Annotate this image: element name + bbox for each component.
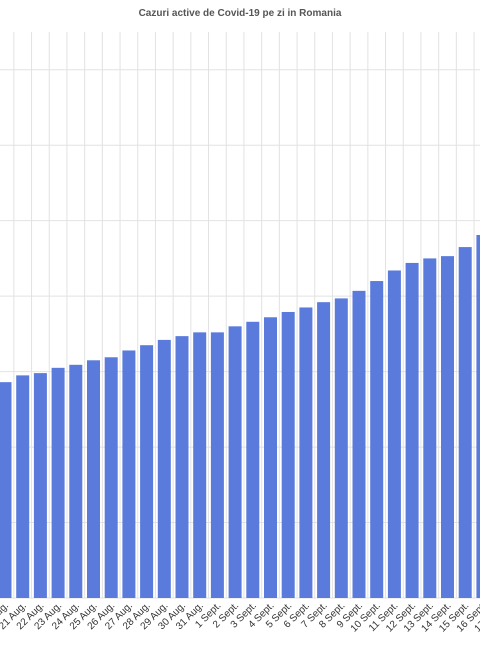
bar <box>175 336 189 598</box>
bar <box>193 332 207 598</box>
bar <box>387 270 401 598</box>
bar <box>458 247 472 598</box>
bar <box>157 339 171 598</box>
bar <box>334 298 348 598</box>
bar <box>16 375 30 598</box>
bar <box>87 360 100 598</box>
bar <box>210 332 224 598</box>
bar <box>423 258 437 598</box>
bar <box>476 235 480 598</box>
bar <box>104 357 118 598</box>
bar <box>299 307 313 598</box>
bar <box>370 281 384 598</box>
bar <box>140 345 154 598</box>
bar <box>405 262 419 598</box>
chart-title: Cazuri active de Covid-19 pe zi in Roman… <box>139 8 342 19</box>
bar <box>69 364 83 598</box>
bar <box>352 290 366 598</box>
bar <box>33 373 47 598</box>
bar <box>317 302 331 598</box>
bar <box>281 311 295 598</box>
bar <box>51 367 65 598</box>
bar <box>246 321 260 598</box>
bar <box>264 317 277 598</box>
bar <box>122 350 136 598</box>
bar <box>0 382 12 598</box>
bar <box>228 326 242 598</box>
bar <box>441 256 454 598</box>
